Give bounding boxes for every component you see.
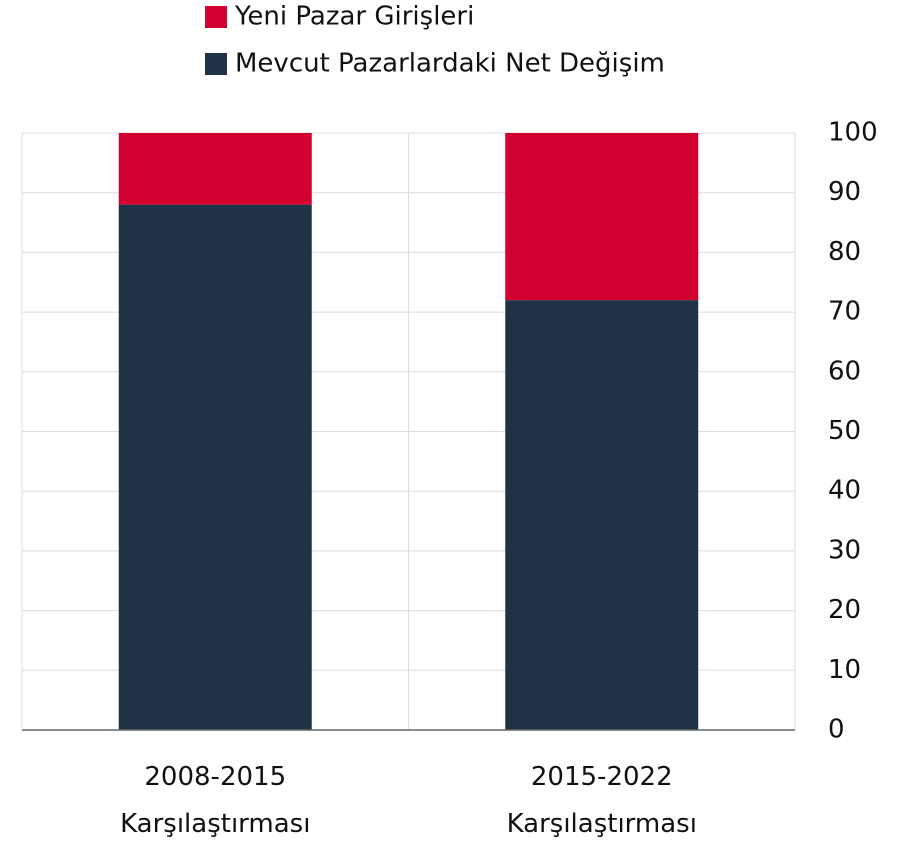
bar-segment — [505, 133, 699, 301]
y-tick-label: 30 — [828, 535, 861, 565]
bar-segment — [118, 133, 312, 205]
y-tick-label: 50 — [828, 416, 861, 446]
y-tick-label: 60 — [828, 356, 861, 386]
y-tick-label: 100 — [828, 118, 878, 148]
bar-segment — [505, 300, 699, 730]
y-tick-label: 90 — [828, 177, 861, 207]
legend-swatch — [205, 53, 227, 75]
legend-label: Mevcut Pazarlardaki Net Değişim — [235, 49, 665, 79]
legend-swatch — [205, 6, 227, 28]
y-tick-label: 80 — [828, 237, 861, 267]
y-tick-label: 10 — [828, 655, 861, 685]
legend-label: Yeni Pazar Girişleri — [234, 2, 474, 32]
x-tick-label: 2008-2015 Karşılaştırması — [120, 762, 311, 839]
y-tick-label: 70 — [828, 297, 861, 327]
x-tick-label: 2015-2022 Karşılaştırması — [506, 762, 697, 839]
y-tick-label: 20 — [828, 595, 861, 625]
bar-segment — [118, 204, 312, 730]
y-tick-label: 0 — [828, 715, 845, 745]
y-tick-label: 40 — [828, 476, 861, 506]
